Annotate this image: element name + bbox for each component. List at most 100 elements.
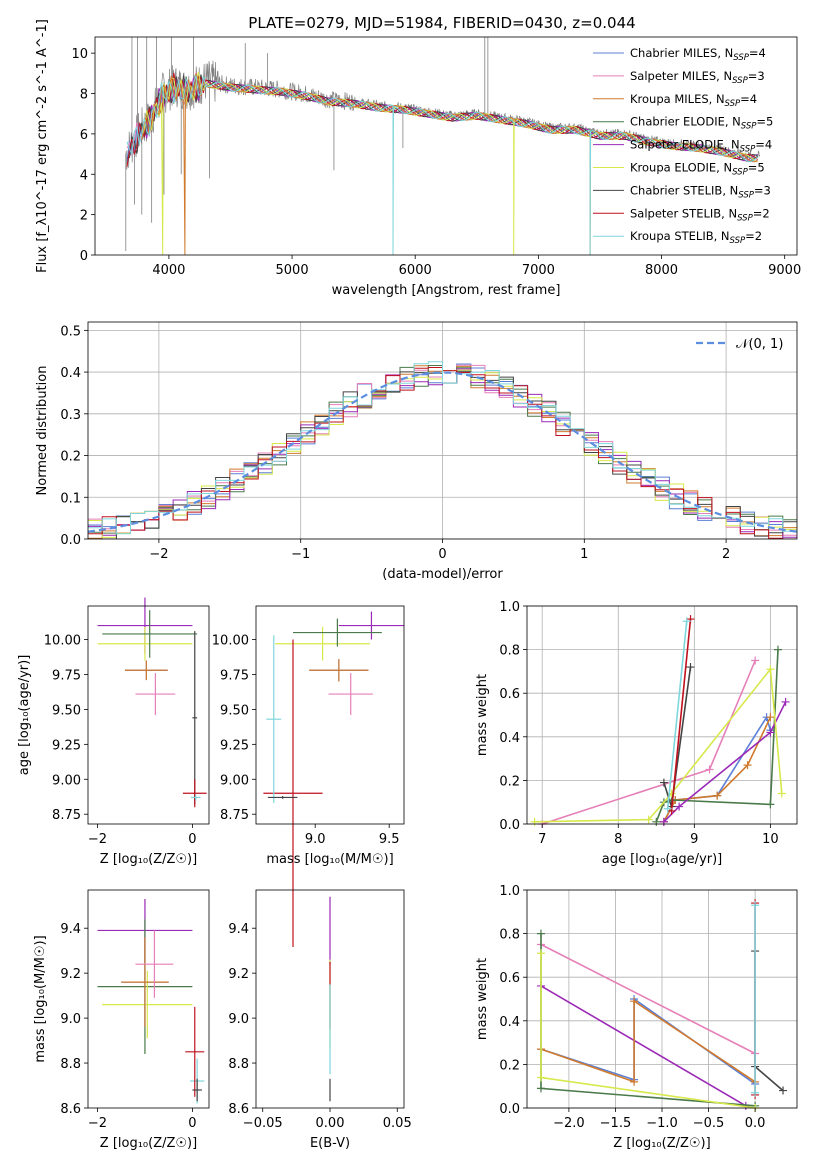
weight-marker — [536, 929, 545, 938]
y-tick-label: 9.2 — [228, 967, 249, 982]
legend-label: Kroupa ELODIE, N — [630, 161, 732, 175]
x-tick-label: −1.5 — [600, 1116, 632, 1131]
y-tick-label: 8.8 — [228, 1057, 249, 1072]
legend-label: Chabrier MILES, N — [630, 46, 733, 60]
age_vs_mass-plot — [263, 611, 404, 947]
legend-subscript: SSP — [741, 122, 757, 132]
axes-frame — [526, 889, 798, 1109]
chart-layer: 4000 5000 6000 7000 8000 90000246810wavelengt… — [17, 19, 801, 1151]
x-tick-label: 0.0 — [745, 1116, 766, 1131]
weight-marker — [751, 1088, 760, 1097]
weight-line — [540, 933, 756, 1107]
legend-subscript: SSP — [738, 190, 754, 200]
residuals-axes: −2 −1 0 1 2 0.0 0.1 0.2 0.3 0.4 0.5 (data-model)/er… — [35, 321, 798, 582]
spectrum-title: PLATE=0279, MJD=51984, FIBERID=0430, z=0… — [248, 14, 635, 32]
x-tick-label: 10 — [762, 832, 779, 847]
x-axis-label: wavelength [Angstrom, rest frame] — [332, 283, 561, 298]
y-tick-label: 0.2 — [499, 774, 520, 789]
weight-marker — [766, 800, 775, 809]
y-tick-label: 0.6 — [499, 687, 520, 702]
weight-marker — [630, 997, 639, 1006]
legend-label: Salpeter MILES, N — [630, 69, 732, 83]
weight-marker — [682, 617, 691, 626]
weight-marker — [779, 1086, 788, 1095]
weight-marker — [663, 804, 672, 813]
weight-marker — [773, 645, 782, 654]
y-tick-label: 10 — [71, 47, 88, 62]
y-tick-label: 9.75 — [220, 668, 249, 683]
legend-entry: Salpeter STELIB, NSSP=2 — [630, 206, 770, 223]
weight-marker — [644, 815, 653, 824]
y-tick-label: 0.4 — [499, 731, 520, 746]
mass_vs_Z-axes: −2 0 8.6 8.8 9.0 9.2 9.4 Z [log₁₀(Z/Z☉)] mass [l… — [33, 889, 210, 1151]
legend-entry: Salpeter ELODIE, NSSP=4 — [630, 138, 772, 155]
x-tick-label: 0.05 — [383, 1116, 412, 1131]
x-tick-label: −0.5 — [693, 1116, 725, 1131]
x-axis-label: (data-model)/error — [382, 567, 503, 582]
x-tick-label: −1.0 — [646, 1116, 678, 1131]
legend-value: =4 — [749, 46, 766, 60]
y-tick-label: 10.00 — [212, 634, 249, 649]
legend-subscript: SSP — [732, 168, 748, 178]
y-axis-label: mass weight — [475, 674, 490, 756]
y-tick-label: 0.0 — [499, 1102, 520, 1117]
y-tick-label: 8.75 — [220, 808, 249, 823]
weight_vs_Z-plot — [527, 889, 797, 1112]
age_vs_Z-axes: −2 0 8.75 9.00 9.25 9.50 9.75 10.00 Z [log₁₀(Z/Z… — [17, 597, 210, 867]
weight-marker — [781, 697, 790, 706]
y-tick-label: 0.1 — [60, 491, 81, 506]
y-tick-label: 4 — [80, 168, 88, 183]
weight-marker — [530, 817, 539, 826]
weight-line — [670, 619, 692, 811]
x-tick-label: 0.00 — [316, 1116, 345, 1131]
y-tick-label: 8.75 — [52, 808, 81, 823]
x-tick-label: −2 — [88, 832, 107, 847]
x-tick-label: −2.0 — [553, 1116, 585, 1131]
x-tick-label: 8 — [614, 832, 622, 847]
histogram-step — [88, 361, 797, 535]
y-tick-label: 9.4 — [228, 922, 249, 937]
axes-frame — [94, 36, 798, 256]
weight-marker — [713, 791, 722, 800]
x-axis-label: Z [log₁₀(Z/Z☉)] — [100, 1136, 197, 1151]
x-axis-label: mass [log₁₀(M/M☉)] — [266, 852, 393, 867]
legend-subscript: SSP — [730, 236, 746, 246]
legend-value: =4 — [755, 138, 772, 152]
x-axis-label: E(B-V) — [310, 1136, 350, 1151]
y-tick-label: 9.2 — [60, 967, 81, 982]
legend-subscript: SSP — [737, 213, 753, 223]
y-tick-label: 0.4 — [499, 1015, 520, 1030]
weight_vs_age-axes: 7 8 9 10 0.0 0.2 0.4 0.6 0.8 1.0 age [log₁₀(age/yr… — [475, 600, 798, 867]
y-tick-label: 0.5 — [60, 324, 81, 339]
y-tick-label: 10.00 — [44, 634, 81, 649]
y-tick-label: 9.50 — [52, 703, 81, 718]
model-spectrum-line — [141, 73, 758, 255]
x-tick-label: 0 — [188, 1116, 196, 1131]
weight-line — [540, 953, 756, 1109]
weight-line — [540, 999, 756, 1083]
x-tick-label: 4000 — [152, 263, 185, 278]
y-axis-label: Normed distribution — [35, 366, 50, 496]
weight-marker — [686, 615, 695, 624]
y-tick-label: 9.4 — [60, 922, 81, 937]
y-tick-label: 1.0 — [499, 884, 520, 899]
y-tick-label: 8.8 — [60, 1057, 81, 1072]
axes-frame — [87, 321, 798, 540]
legend-subscript: SSP — [725, 99, 741, 109]
weight-line — [540, 997, 756, 1085]
legend-label: Kroupa STELIB, N — [630, 229, 730, 243]
y-tick-label: 9.00 — [220, 773, 249, 788]
x-tick-label: 7000 — [522, 263, 555, 278]
histogram-step — [88, 368, 797, 538]
axes-frame — [526, 605, 798, 825]
legend-subscript: SSP — [740, 145, 756, 155]
x-tick-label: 6000 — [399, 263, 432, 278]
y-tick-label: 9.0 — [60, 1012, 81, 1027]
legend-label: 𝒩(0, 1) — [736, 337, 783, 352]
weight-marker — [675, 802, 684, 811]
weight-line — [540, 943, 756, 1055]
weight-line — [534, 667, 783, 823]
y-axis-label: mass [log₁₀(M/M☉)] — [33, 935, 48, 1062]
